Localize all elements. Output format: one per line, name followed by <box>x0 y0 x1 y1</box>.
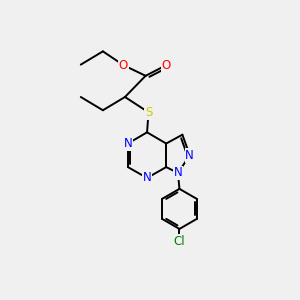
Text: N: N <box>174 167 182 179</box>
Text: O: O <box>119 59 128 72</box>
Text: S: S <box>145 106 152 119</box>
Text: N: N <box>143 172 152 184</box>
Text: N: N <box>124 137 132 150</box>
Text: N: N <box>185 149 194 162</box>
Text: Cl: Cl <box>174 235 185 248</box>
Text: O: O <box>162 59 171 72</box>
